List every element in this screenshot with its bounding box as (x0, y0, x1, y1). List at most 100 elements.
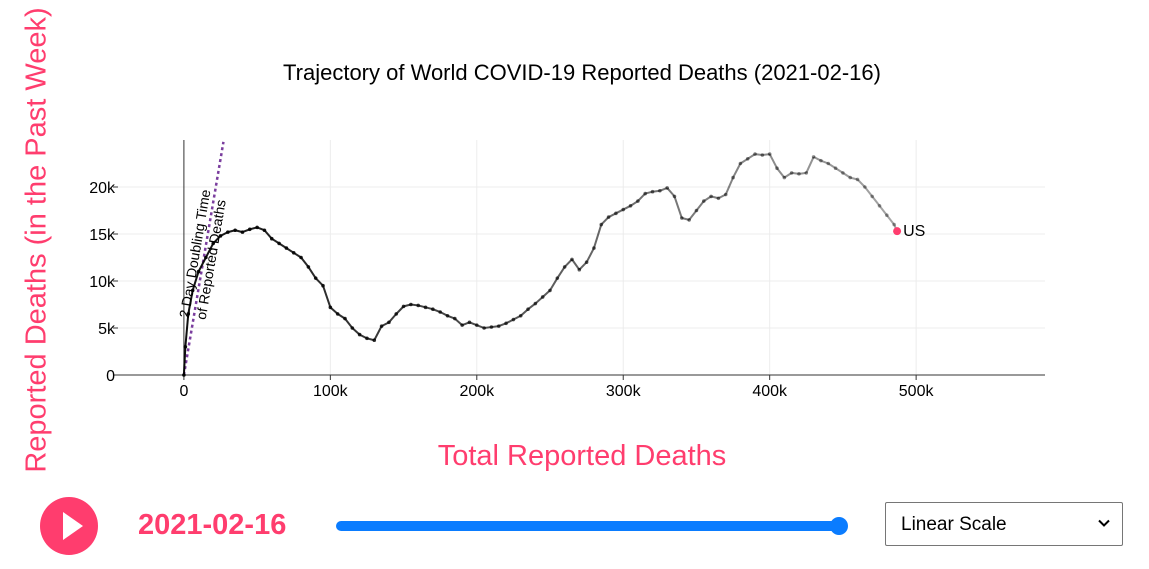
series-segment (263, 229, 273, 240)
series-segment (592, 224, 603, 249)
y-axis-label: Reported Deaths (in the Past Week) (20, 7, 53, 473)
data-point (570, 257, 574, 262)
data-point (621, 207, 626, 212)
slider-track[interactable] (336, 521, 840, 531)
data-point (885, 213, 889, 217)
data-point (797, 172, 801, 176)
series-segment (184, 313, 190, 347)
series-segment (805, 156, 815, 174)
data-point (482, 326, 486, 330)
series-segment (666, 187, 676, 198)
data-point (365, 336, 369, 341)
data-point (745, 157, 750, 161)
data-point (804, 171, 809, 175)
series-segment (835, 167, 844, 174)
data-point (877, 204, 882, 208)
series-segment (204, 242, 215, 258)
date-slider[interactable] (336, 514, 848, 538)
data-point (423, 305, 428, 310)
data-point (328, 305, 333, 310)
data-point (431, 307, 435, 312)
data-point (709, 194, 713, 199)
data-point (190, 288, 195, 293)
current-point-marker (893, 227, 902, 236)
y-axis-label-container: Reported Deaths (in the Past Week) (0, 0, 76, 480)
data-point (548, 288, 552, 293)
series-segment (724, 177, 734, 195)
data-point (394, 312, 399, 316)
data-point (848, 175, 853, 180)
data-point (453, 316, 457, 321)
data-point (782, 175, 787, 180)
series-segment (739, 157, 749, 165)
series-segment (878, 205, 888, 216)
data-point (701, 199, 706, 203)
data-point (606, 215, 611, 219)
series-segment (673, 196, 683, 219)
series-segment (856, 178, 866, 188)
data-point (379, 324, 384, 328)
series-segment (556, 266, 566, 279)
data-point (789, 171, 794, 175)
data-point (811, 155, 816, 159)
series-segment (798, 171, 807, 175)
series-segment (813, 156, 822, 162)
data-point (892, 222, 896, 227)
data-point (313, 276, 318, 280)
data-point (599, 222, 604, 227)
data-point (870, 194, 874, 199)
series-segment (373, 325, 383, 341)
data-point (504, 321, 508, 326)
play-button[interactable] (40, 497, 98, 555)
data-point (555, 276, 560, 280)
slider-thumb[interactable] (830, 517, 848, 535)
series-segment (886, 214, 895, 226)
series-segment (688, 209, 698, 221)
data-point (401, 304, 406, 309)
data-point (211, 241, 215, 246)
data-point (335, 312, 340, 316)
x-tick-label: 100k (313, 383, 349, 400)
series-segment (768, 153, 778, 169)
data-point (826, 161, 831, 166)
data-point (760, 153, 765, 157)
y-tick-label: 0 (106, 368, 115, 385)
annotation-layer: US (903, 223, 925, 240)
x-tick-label: 0 (179, 383, 188, 400)
series-layer (182, 152, 902, 377)
series-segment (864, 186, 873, 198)
data-point (474, 323, 479, 327)
data-point (577, 267, 582, 272)
current-date: 2021-02-16 (138, 509, 287, 541)
data-point (650, 189, 655, 194)
data-point (540, 295, 545, 299)
x-tick-label: 200k (459, 383, 495, 400)
data-point (526, 307, 530, 312)
x-tick-label: 500k (899, 383, 935, 400)
data-point (855, 177, 860, 182)
data-point (819, 158, 823, 163)
series-segment (191, 271, 200, 291)
data-point (445, 313, 450, 318)
x-tick-label: 400k (752, 383, 788, 400)
data-point (277, 241, 281, 246)
data-point (767, 152, 772, 156)
data-point (387, 320, 391, 325)
data-point (372, 338, 377, 343)
data-point (460, 323, 464, 327)
data-point (240, 230, 245, 234)
series-segment (585, 247, 595, 263)
series-segment (344, 317, 354, 329)
data-point (248, 227, 252, 232)
series-segment (762, 153, 770, 157)
series-segment (849, 176, 858, 181)
series-segment (820, 159, 829, 165)
data-point (628, 204, 633, 208)
data-point (321, 283, 325, 288)
data-point (584, 260, 589, 265)
data-point (183, 345, 188, 349)
grid (118, 140, 1045, 375)
data-point (218, 234, 223, 238)
series-segment (300, 256, 310, 268)
scale-select[interactable]: Linear Scale (885, 502, 1123, 546)
